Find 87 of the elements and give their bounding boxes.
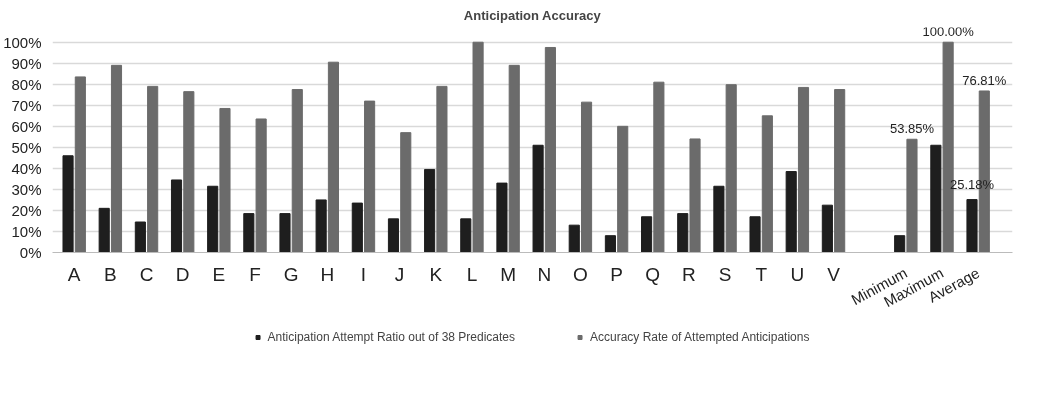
- x-tick-label: D: [175, 263, 190, 285]
- bar: [207, 185, 219, 253]
- data-label: 76.81%: [962, 72, 1007, 88]
- x-tick-label: S: [718, 263, 732, 285]
- bar: [134, 221, 146, 253]
- bar: [98, 207, 110, 253]
- bar: [291, 89, 303, 253]
- bar: [966, 199, 978, 253]
- x-tick-label: C: [139, 263, 154, 285]
- y-tick-label: 70%: [11, 96, 42, 114]
- bar: [544, 46, 556, 253]
- bar: [219, 107, 231, 253]
- x-tick-label: P: [610, 263, 623, 285]
- bar: [617, 125, 629, 253]
- bar: [713, 185, 725, 253]
- data-label: 100.00%: [922, 24, 975, 40]
- bar: [472, 41, 484, 253]
- bar: [641, 216, 653, 253]
- legend-label: Accuracy Rate of Attempted Anticipations: [590, 330, 810, 344]
- x-tick-label: A: [67, 263, 81, 285]
- y-tick-label: 10%: [11, 222, 42, 240]
- y-tick-label: 20%: [11, 201, 42, 219]
- bar: [906, 138, 918, 253]
- bar: [387, 218, 400, 253]
- bar: [183, 91, 195, 253]
- y-tick-label: 50%: [11, 138, 42, 156]
- bar: [327, 61, 340, 253]
- x-tick-label: F: [249, 263, 261, 285]
- bar: [436, 85, 448, 253]
- bar: [580, 101, 593, 253]
- x-tick-label: R: [682, 263, 696, 285]
- x-tick-label: O: [573, 263, 588, 285]
- x-tick-label: E: [212, 263, 226, 285]
- x-tick-label: G: [283, 263, 299, 285]
- bar: [460, 218, 472, 253]
- bar: [255, 118, 267, 253]
- bar: [761, 115, 773, 253]
- legend-label: Anticipation Attempt Ratio out of 38 Predicates: [267, 330, 516, 344]
- bar: [568, 224, 580, 253]
- y-tick-label: 40%: [11, 159, 42, 177]
- y-tick-label: 90%: [11, 54, 42, 72]
- x-tick-label: J: [394, 263, 405, 285]
- bar: [400, 132, 412, 253]
- bar: [785, 171, 797, 253]
- bar: [424, 168, 436, 253]
- x-tick-label: I: [360, 263, 367, 285]
- x-tick-label: B: [104, 263, 117, 285]
- bar: [725, 84, 737, 253]
- bar: [689, 138, 701, 253]
- bar: [110, 64, 123, 253]
- bar: [279, 213, 291, 253]
- bar: [364, 100, 376, 253]
- x-tick-label: N: [537, 263, 552, 285]
- bar: [496, 182, 508, 253]
- chart-title: Anticipation Accuracy: [463, 7, 602, 23]
- bar: [532, 144, 544, 253]
- x-tick-label: K: [429, 263, 443, 285]
- bar: [821, 204, 833, 253]
- x-tick-label: T: [755, 263, 768, 285]
- bar: [62, 155, 74, 253]
- bar: [653, 81, 665, 253]
- bar: [351, 202, 363, 253]
- bar: [604, 235, 616, 253]
- bar: [243, 213, 255, 253]
- x-tick-label: H: [320, 263, 335, 285]
- bar: [147, 85, 159, 253]
- y-tick-label: 60%: [11, 117, 42, 135]
- bar: [930, 144, 942, 253]
- bar: [170, 179, 183, 253]
- bar: [894, 235, 906, 253]
- bar: [834, 89, 846, 253]
- x-tick-label: U: [790, 263, 805, 285]
- bar: [315, 199, 327, 253]
- x-tick-label: Q: [645, 263, 661, 285]
- x-tick-label: L: [466, 263, 478, 285]
- bar: [749, 216, 761, 253]
- bar: [508, 64, 520, 253]
- data-label: 53.85%: [889, 121, 935, 137]
- bar: [677, 213, 689, 253]
- y-tick-label: 100%: [3, 33, 42, 51]
- bar: [797, 86, 810, 253]
- y-tick-label: 0%: [19, 244, 42, 261]
- y-tick-label: 80%: [11, 75, 42, 93]
- y-tick-label: 30%: [11, 180, 42, 198]
- x-tick-label: V: [827, 263, 841, 285]
- x-tick-label: M: [500, 263, 517, 285]
- bar: [74, 76, 86, 253]
